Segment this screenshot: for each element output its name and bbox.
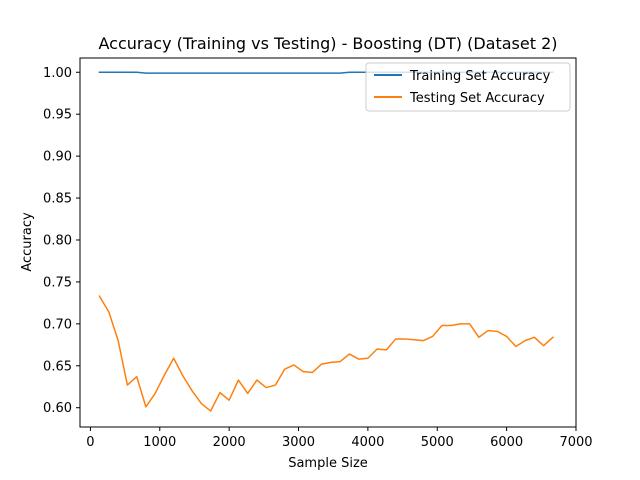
y-tick-label: 0.60	[43, 401, 72, 416]
y-axis-label: Accuracy	[20, 212, 35, 272]
x-tick-label: 6000	[490, 435, 523, 450]
y-tick-label: 0.85	[43, 192, 72, 207]
y-tick-label: 0.65	[43, 359, 72, 374]
y-tick-label: 0.95	[43, 108, 72, 123]
x-tick-label: 5000	[421, 435, 454, 450]
chart-title: Accuracy (Training vs Testing) - Boostin…	[99, 34, 558, 53]
y-tick-label: 1.00	[43, 66, 72, 81]
series-line-testing	[98, 295, 554, 412]
legend: Training Set Accuracy Testing Set Accura…	[365, 62, 571, 112]
y-tick-label: 0.80	[43, 233, 72, 248]
y-axis: 0.60 0.65 0.70 0.75 0.80 0.85 0.90 0.95 1.00	[43, 66, 80, 416]
y-tick-label: 0.70	[43, 317, 72, 332]
y-tick-label: 0.90	[43, 150, 72, 165]
legend-label-training: Training Set Accuracy	[409, 69, 551, 84]
x-tick-label: 1000	[143, 435, 176, 450]
x-tick-label: 3000	[282, 435, 315, 450]
x-tick-label: 7000	[559, 435, 592, 450]
x-tick-label: 0	[86, 435, 94, 450]
x-axis: 0 1000 2000 3000 4000 5000 6000 7000	[86, 427, 593, 450]
legend-box	[365, 62, 571, 112]
x-tick-label: 2000	[213, 435, 246, 450]
plot-frame	[79, 57, 577, 428]
x-tick-label: 4000	[351, 435, 384, 450]
legend-label-testing: Testing Set Accuracy	[409, 91, 545, 106]
y-tick-label: 0.75	[43, 275, 72, 290]
plot-area	[98, 71, 554, 412]
x-axis-label: Sample Size	[288, 456, 368, 471]
